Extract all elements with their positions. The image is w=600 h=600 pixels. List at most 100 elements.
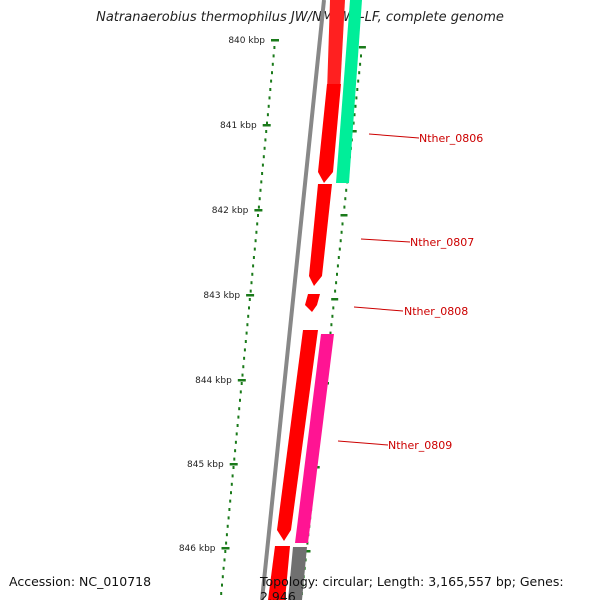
- ruler-dot: [270, 79, 273, 83]
- ruler-dot: [247, 314, 250, 318]
- ruler-dot: [252, 264, 255, 268]
- leader-line: [353, 306, 404, 312]
- ruler-dot: [259, 188, 262, 192]
- ruler-dot: [244, 340, 247, 343]
- inner-ruler-dot: [306, 541, 309, 545]
- cds-feature-Nther_0808[interactable]: [305, 294, 320, 312]
- ruler-dot: [229, 499, 232, 503]
- ruler-major-tick: [221, 547, 230, 550]
- forward-strand-features: [268, 0, 345, 600]
- cds-feature-Nther_0809[interactable]: [295, 334, 334, 543]
- ruler-dot: [245, 331, 248, 335]
- gene-label-Nther_0807[interactable]: Nther_0807: [410, 236, 474, 249]
- ruler-minor-ticks: [220, 46, 276, 595]
- ruler-dot: [271, 62, 274, 66]
- ruler-dot: [273, 46, 276, 49]
- cds-feature[interactable]: [277, 330, 318, 541]
- inner-ruler-dot: [356, 88, 359, 91]
- ruler-dot: [223, 558, 226, 562]
- inner-ruler-dot: [330, 323, 333, 327]
- ruler-dot: [271, 71, 273, 75]
- genome-backbone: [260, 0, 326, 600]
- leader-line: [337, 440, 389, 446]
- ruler-dot: [256, 222, 259, 226]
- ruler-dot: [231, 474, 234, 478]
- inner-ruler-dot: [344, 197, 347, 201]
- ruler-dot: [243, 356, 246, 360]
- gene-label-Nther_0808[interactable]: Nther_0808: [404, 305, 468, 318]
- ruler-dot: [246, 323, 249, 327]
- inner-ruler-dot: [329, 331, 332, 335]
- cds-feature-grey[interactable]: [288, 547, 307, 600]
- ruler-dot: [233, 457, 236, 461]
- inner-ruler-dot: [353, 113, 356, 117]
- ruler-dot: [230, 491, 232, 495]
- inner-ruler-dot: [340, 214, 348, 217]
- ruler-major-tick: [254, 209, 263, 212]
- inner-ruler-dot: [349, 130, 357, 133]
- ruler-dot: [226, 524, 229, 528]
- ruler-dot: [235, 432, 238, 436]
- cds-feature-Nther_0807[interactable]: [309, 184, 332, 286]
- gene-labels: Nther_0806 Nther_0807 Nther_0808 Nther_0…: [337, 132, 483, 452]
- ruler-dot: [248, 306, 250, 310]
- inner-ruler-dot: [334, 289, 337, 293]
- cds-feature-Nther_0806[interactable]: [336, 0, 362, 183]
- ruler-dot: [263, 146, 266, 150]
- genome-title: Natranaerobius thermophilus JW/NM-WN-LF,…: [96, 10, 504, 25]
- ruler-dot: [239, 398, 241, 402]
- reverse-strand-features: [288, 0, 362, 600]
- ruler-dot: [221, 575, 224, 579]
- inner-ruler-dot: [303, 550, 311, 553]
- ruler-dot: [227, 516, 230, 520]
- ruler-major-tick: [237, 379, 246, 382]
- ruler-dot: [250, 281, 253, 285]
- gene-label-Nther_0806[interactable]: Nther_0806: [419, 132, 483, 145]
- ruler-dot: [225, 541, 228, 545]
- inner-ruler-dot: [354, 104, 357, 108]
- ruler-dot: [258, 197, 261, 201]
- ruler-dot: [252, 256, 255, 259]
- ruler-label: 843 kbp: [203, 291, 240, 301]
- ruler-dot: [257, 205, 260, 209]
- ruler-dot: [261, 172, 264, 175]
- ruler-label: 846 kbp: [179, 544, 216, 554]
- ruler-major-tick: [229, 463, 238, 466]
- ruler-dot: [260, 180, 263, 184]
- ruler-dot: [254, 239, 257, 243]
- leader-line: [368, 133, 420, 139]
- inner-ruler-dot: [357, 79, 360, 83]
- ruler-label: 841 kbp: [220, 121, 257, 131]
- inner-ruler-dot: [331, 298, 339, 301]
- gene-label-Nther_0809[interactable]: Nther_0809: [388, 439, 452, 452]
- cds-feature[interactable]: [268, 546, 290, 600]
- inner-ruler-dot: [352, 121, 355, 125]
- inner-ruler-dot: [337, 256, 340, 259]
- inner-ruler-dot: [341, 222, 344, 226]
- ruler-dot: [236, 424, 239, 427]
- ruler-dot: [224, 550, 227, 553]
- ruler-label: 844 kbp: [195, 376, 232, 386]
- ruler-major-tick: [246, 294, 255, 297]
- ruler-dot: [238, 407, 241, 411]
- inner-ruler-dot: [340, 230, 343, 234]
- ruler-dot: [266, 113, 269, 117]
- inner-ruler-dot: [360, 54, 362, 58]
- ruler-dot: [253, 247, 256, 251]
- inner-ruler-dot: [339, 239, 342, 243]
- ruler-dot: [225, 533, 228, 537]
- genome-summary-text: Topology: circular; Length: 3,165,557 bp…: [260, 574, 564, 600]
- inner-ruler-dot: [359, 62, 362, 66]
- ruler-dot: [241, 373, 244, 377]
- ruler-dot: [220, 592, 223, 595]
- cds-feature[interactable]: [327, 0, 345, 102]
- ruler-dot: [234, 440, 237, 444]
- ruler-dot: [264, 138, 267, 142]
- cds-feature[interactable]: [318, 84, 341, 183]
- ruler-dot: [255, 230, 258, 234]
- ruler-dot: [268, 96, 271, 100]
- ruler-dot: [243, 348, 246, 352]
- inner-ruler-dot: [331, 314, 334, 318]
